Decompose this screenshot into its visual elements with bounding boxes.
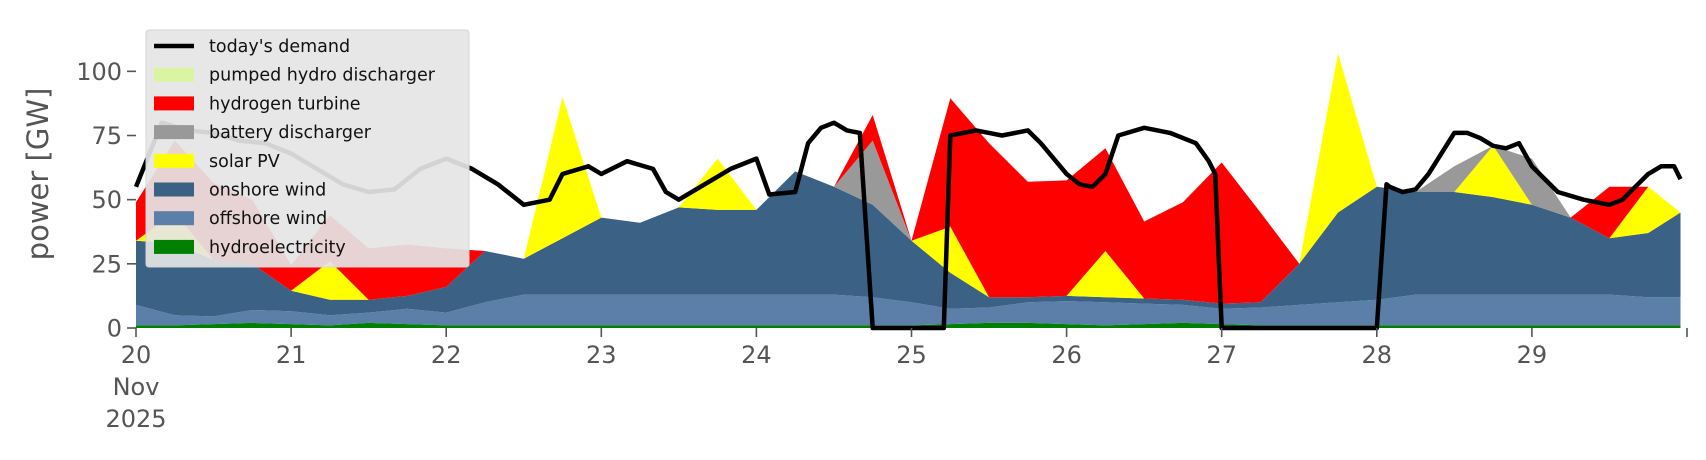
x-tick-label: 23 xyxy=(586,341,617,369)
legend-swatch xyxy=(154,125,194,140)
x-tick-label: Nov xyxy=(113,373,160,401)
x-tick-label: 2025 xyxy=(105,405,166,433)
legend-swatch xyxy=(154,182,194,197)
area-offshore-wind xyxy=(136,294,1681,326)
legend-swatch xyxy=(154,67,194,82)
y-tick-label: 100 xyxy=(76,58,122,86)
x-tick-label: 28 xyxy=(1362,341,1393,369)
y-tick-label: 25 xyxy=(91,250,122,278)
legend-label: onshore wind xyxy=(209,181,326,201)
legend-label: hydrogen turbine xyxy=(209,94,361,114)
x-tick-label: 26 xyxy=(1051,341,1082,369)
x-tick-label: 25 xyxy=(896,341,927,369)
area-hydrogen-turbine xyxy=(136,53,1681,304)
legend-swatch xyxy=(154,96,194,111)
legend-label: hydroelectricity xyxy=(209,238,346,258)
legend-label: offshore wind xyxy=(209,209,327,229)
legend-label: pumped hydro discharger xyxy=(209,66,436,86)
y-axis-title: power [GW] xyxy=(21,88,55,261)
demand-line xyxy=(133,120,1683,331)
legend-swatch xyxy=(154,239,194,254)
x-tick-label: 27 xyxy=(1206,341,1237,369)
legend-swatch xyxy=(154,211,194,226)
x-tick-label: 29 xyxy=(1517,341,1548,369)
x-tick-label: 21 xyxy=(276,341,307,369)
legend-label: battery discharger xyxy=(209,123,372,143)
area-onshore-wind xyxy=(136,171,1681,317)
legend-box xyxy=(145,29,470,268)
y-tick-label: 75 xyxy=(91,122,122,150)
x-ticks: 20 Nov 2025 21 22 23 24 25 26 27 28 29 xyxy=(105,328,1688,433)
legend: today's demand pumped hydro discharger hyd… xyxy=(145,29,470,268)
y-tick-label: 0 xyxy=(107,315,122,343)
area-solar-PV xyxy=(136,53,1681,304)
stacked-areas xyxy=(136,53,1681,328)
legend-swatch xyxy=(154,153,194,168)
legend-label: today's demand xyxy=(209,37,350,57)
x-tick-label: 22 xyxy=(431,341,462,369)
demand-line-path xyxy=(133,120,1683,331)
y-tick-label: 50 xyxy=(91,186,122,214)
legend-label: solar PV xyxy=(209,152,280,172)
x-tick-label: 24 xyxy=(741,341,772,369)
x-tick-label: 20 xyxy=(121,341,152,369)
y-ticks: 0 25 50 75 100 xyxy=(76,58,136,343)
